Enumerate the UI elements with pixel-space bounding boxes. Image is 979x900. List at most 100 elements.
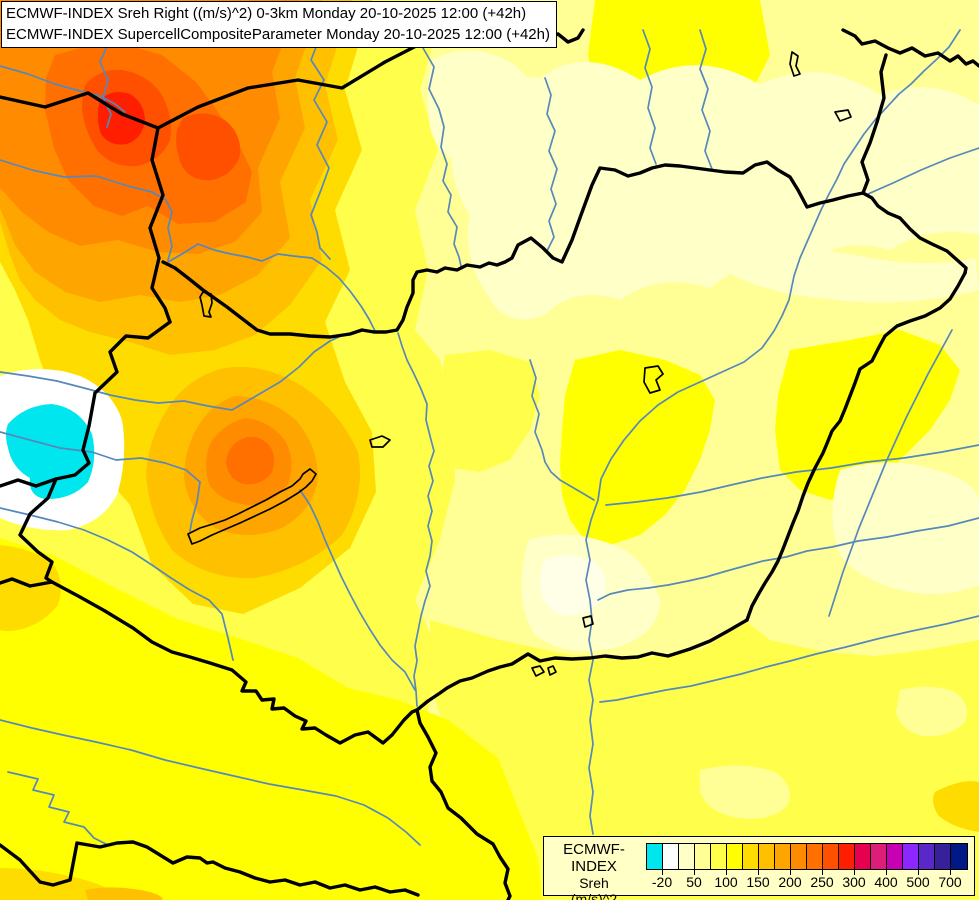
colorbar-cell (663, 844, 679, 869)
river (828, 329, 953, 617)
contour-region (933, 781, 979, 832)
contour-region (85, 887, 163, 900)
colorbar-cell (727, 844, 743, 869)
contour-region (226, 436, 275, 485)
colorbar-tick-label: 500 (906, 874, 930, 890)
legend-box: ECMWF-INDEX Sreh (m/s)^2 -20 50 100 150 200 2… (543, 836, 975, 900)
contour-region (705, 249, 979, 303)
colorbar-tick-mark (950, 869, 951, 875)
contour-region (427, 50, 538, 165)
colorbar-cell (871, 844, 887, 869)
contour-region (896, 686, 968, 737)
colorbar-tick-mark (822, 869, 823, 875)
country-border (415, 618, 749, 712)
country-border (745, 271, 967, 622)
river (529, 359, 595, 501)
river (0, 335, 342, 411)
colorbar-cell (935, 844, 951, 869)
river (0, 507, 234, 661)
contour-region (700, 765, 790, 819)
lake-layer (187, 51, 852, 677)
colorbar-tick-mark (918, 869, 919, 875)
colorbar-cell (903, 844, 919, 869)
country-border (148, 126, 172, 324)
colorbar-tick-label: 400 (874, 874, 898, 890)
small-lake-outline (547, 665, 557, 676)
river (605, 444, 979, 506)
colorbar-tick-mark (854, 869, 855, 875)
legend-title-block: ECMWF-INDEX Sreh (m/s)^2 (544, 841, 644, 900)
contour-region (832, 462, 979, 594)
title-line-2: ECMWF-INDEX SupercellCompositeParameter … (6, 26, 550, 43)
river (585, 29, 961, 835)
lake-velence-outline (369, 435, 391, 448)
colorbar-tick-label: 200 (778, 874, 802, 890)
colorbar-cell (679, 844, 695, 869)
country-border (860, 53, 888, 195)
colorbar-cell (951, 844, 967, 869)
river (310, 41, 331, 260)
river (699, 29, 713, 170)
river (544, 77, 558, 252)
country-border (0, 91, 160, 130)
contour-region (451, 61, 979, 320)
country-border (841, 28, 979, 68)
colorbar-tick-mark (790, 869, 791, 875)
contour-region (176, 113, 241, 181)
contour-region (0, 545, 61, 631)
colorbar (646, 843, 968, 870)
title-line-1: ECMWF-INDEX Sreh Right ((m/s)^2) 0-3km M… (6, 5, 527, 22)
country-border (0, 477, 58, 488)
colorbar-tick-label: 250 (810, 874, 834, 890)
colorbar-tick-label: -20 (651, 874, 673, 890)
river-layer (0, 29, 979, 846)
legend-parameter-label: Sreh (579, 875, 609, 891)
river (642, 29, 657, 165)
country-border (861, 191, 968, 275)
colorbar-cell (855, 844, 871, 869)
legend-units-label: (m/s)^2 (570, 891, 618, 900)
river (599, 615, 979, 703)
legend-model-label: ECMWF-INDEX (563, 841, 625, 875)
river (0, 159, 173, 261)
river (167, 243, 376, 332)
colorbar-tick-mark (694, 869, 695, 875)
river (397, 332, 435, 707)
colorbar-cell (647, 844, 663, 869)
country-border (54, 320, 172, 481)
river (0, 65, 126, 113)
river (299, 489, 416, 691)
contour-region (438, 350, 540, 472)
colorbar-cell (743, 844, 759, 869)
country-border (0, 840, 420, 897)
colorbar-cell (791, 844, 807, 869)
colorbar-cell (775, 844, 791, 869)
small-lake-outline (582, 615, 594, 628)
country-border (18, 477, 58, 584)
colorbar-cell (759, 844, 775, 869)
small-lake-outline (789, 51, 801, 77)
colorbar-cell (711, 844, 727, 869)
river (597, 517, 979, 601)
colorbar-cell (807, 844, 823, 869)
small-lake-outline (531, 665, 545, 677)
colorbar-cell (919, 844, 935, 869)
country-border (161, 160, 865, 339)
title-box: ECMWF-INDEX Sreh Right ((m/s)^2) 0-3km M… (1, 1, 557, 48)
country-border (415, 708, 512, 900)
colorbar-tick-label: 100 (714, 874, 738, 890)
colorbar-cell (695, 844, 711, 869)
lake-tisza-outline (643, 365, 664, 394)
lake-balaton-outline (187, 468, 317, 545)
colorbar-tick-label: 150 (746, 874, 770, 890)
colorbar-tick-mark (886, 869, 887, 875)
contour-region (816, 596, 893, 651)
colorbar-cell (887, 844, 903, 869)
river (867, 147, 979, 195)
colorbar-cell (823, 844, 839, 869)
colorbar-cell (839, 844, 855, 869)
country-border (50, 580, 419, 745)
